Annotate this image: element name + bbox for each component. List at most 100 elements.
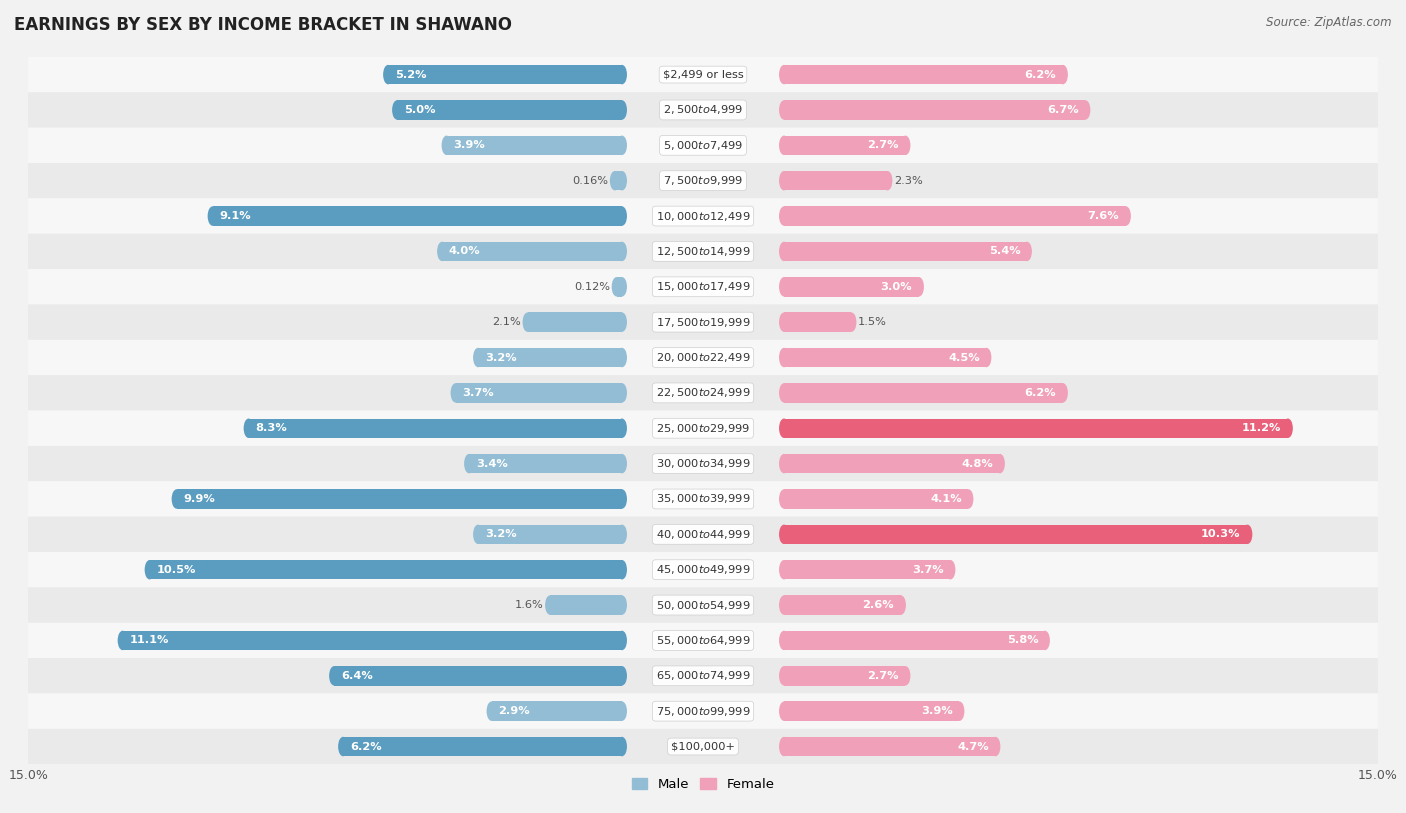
FancyBboxPatch shape: [28, 234, 1378, 269]
Bar: [447, 136, 621, 155]
Bar: [617, 277, 621, 297]
Bar: [785, 241, 1026, 261]
Text: $7,500 to $9,999: $7,500 to $9,999: [664, 174, 742, 187]
Bar: [441, 241, 621, 261]
Ellipse shape: [955, 702, 965, 721]
Ellipse shape: [617, 631, 627, 650]
Ellipse shape: [610, 171, 620, 190]
Ellipse shape: [779, 171, 789, 190]
Text: $15,000 to $17,499: $15,000 to $17,499: [655, 280, 751, 293]
Ellipse shape: [617, 666, 627, 685]
Text: 3.9%: 3.9%: [453, 141, 485, 150]
Ellipse shape: [617, 241, 627, 261]
FancyBboxPatch shape: [28, 198, 1378, 234]
FancyBboxPatch shape: [28, 552, 1378, 587]
Text: Source: ZipAtlas.com: Source: ZipAtlas.com: [1267, 16, 1392, 29]
Text: 5.4%: 5.4%: [988, 246, 1021, 256]
Ellipse shape: [464, 454, 474, 473]
Bar: [785, 207, 1126, 226]
Bar: [614, 171, 621, 190]
Ellipse shape: [779, 595, 789, 615]
Ellipse shape: [779, 241, 789, 261]
Bar: [335, 666, 621, 685]
Ellipse shape: [779, 489, 789, 509]
Ellipse shape: [1080, 100, 1091, 120]
Ellipse shape: [118, 631, 128, 650]
Text: 4.8%: 4.8%: [962, 459, 993, 468]
Ellipse shape: [990, 737, 1001, 756]
Ellipse shape: [617, 595, 627, 615]
FancyBboxPatch shape: [28, 517, 1378, 552]
Text: 2.6%: 2.6%: [863, 600, 894, 610]
Ellipse shape: [846, 312, 856, 332]
Ellipse shape: [617, 454, 627, 473]
Ellipse shape: [617, 737, 627, 756]
Text: $17,500 to $19,999: $17,500 to $19,999: [655, 315, 751, 328]
Ellipse shape: [617, 702, 627, 721]
Ellipse shape: [995, 454, 1005, 473]
Text: 4.1%: 4.1%: [931, 494, 962, 504]
FancyBboxPatch shape: [28, 729, 1378, 764]
Bar: [785, 136, 905, 155]
Bar: [478, 524, 621, 544]
Bar: [249, 419, 621, 438]
Ellipse shape: [900, 666, 911, 685]
Ellipse shape: [779, 419, 789, 438]
Text: 6.2%: 6.2%: [1025, 388, 1056, 398]
Ellipse shape: [1022, 241, 1032, 261]
Text: 6.2%: 6.2%: [350, 741, 381, 751]
Text: $12,500 to $14,999: $12,500 to $14,999: [655, 245, 751, 258]
Bar: [456, 383, 621, 402]
Text: 3.7%: 3.7%: [912, 565, 943, 575]
FancyBboxPatch shape: [28, 693, 1378, 729]
Text: EARNINGS BY SEX BY INCOME BRACKET IN SHAWANO: EARNINGS BY SEX BY INCOME BRACKET IN SHA…: [14, 16, 512, 34]
Text: $22,500 to $24,999: $22,500 to $24,999: [655, 386, 751, 399]
Ellipse shape: [612, 277, 621, 297]
Text: 3.0%: 3.0%: [880, 282, 912, 292]
Ellipse shape: [779, 560, 789, 580]
Ellipse shape: [329, 666, 339, 685]
Ellipse shape: [208, 207, 218, 226]
Ellipse shape: [617, 560, 627, 580]
Ellipse shape: [617, 277, 627, 297]
FancyBboxPatch shape: [28, 659, 1378, 693]
FancyBboxPatch shape: [28, 163, 1378, 198]
Ellipse shape: [779, 65, 789, 85]
Text: 9.9%: 9.9%: [183, 494, 215, 504]
Ellipse shape: [243, 419, 253, 438]
Text: 11.1%: 11.1%: [129, 636, 169, 646]
Text: 9.1%: 9.1%: [219, 211, 250, 221]
Text: 10.3%: 10.3%: [1201, 529, 1240, 539]
Bar: [343, 737, 621, 756]
Text: 0.12%: 0.12%: [574, 282, 610, 292]
Bar: [177, 489, 621, 509]
Text: 8.3%: 8.3%: [256, 424, 287, 433]
Bar: [478, 348, 621, 367]
Ellipse shape: [1121, 207, 1130, 226]
Bar: [396, 100, 621, 120]
FancyBboxPatch shape: [28, 92, 1378, 128]
Ellipse shape: [779, 277, 789, 297]
Text: $10,000 to $12,499: $10,000 to $12,499: [655, 210, 751, 223]
Text: $2,500 to $4,999: $2,500 to $4,999: [664, 103, 742, 116]
Text: 6.7%: 6.7%: [1047, 105, 1078, 115]
Ellipse shape: [546, 595, 555, 615]
Ellipse shape: [617, 489, 627, 509]
FancyBboxPatch shape: [28, 304, 1378, 340]
FancyBboxPatch shape: [28, 375, 1378, 411]
Ellipse shape: [617, 207, 627, 226]
FancyBboxPatch shape: [28, 587, 1378, 623]
Ellipse shape: [945, 560, 956, 580]
Text: 0.16%: 0.16%: [572, 176, 607, 185]
FancyBboxPatch shape: [28, 269, 1378, 304]
Bar: [388, 65, 621, 85]
Text: 3.2%: 3.2%: [485, 353, 516, 363]
Ellipse shape: [337, 737, 349, 756]
Ellipse shape: [896, 595, 905, 615]
FancyBboxPatch shape: [28, 623, 1378, 659]
Ellipse shape: [437, 241, 447, 261]
FancyBboxPatch shape: [28, 411, 1378, 446]
Ellipse shape: [779, 312, 789, 332]
Ellipse shape: [900, 136, 911, 155]
Ellipse shape: [382, 65, 394, 85]
